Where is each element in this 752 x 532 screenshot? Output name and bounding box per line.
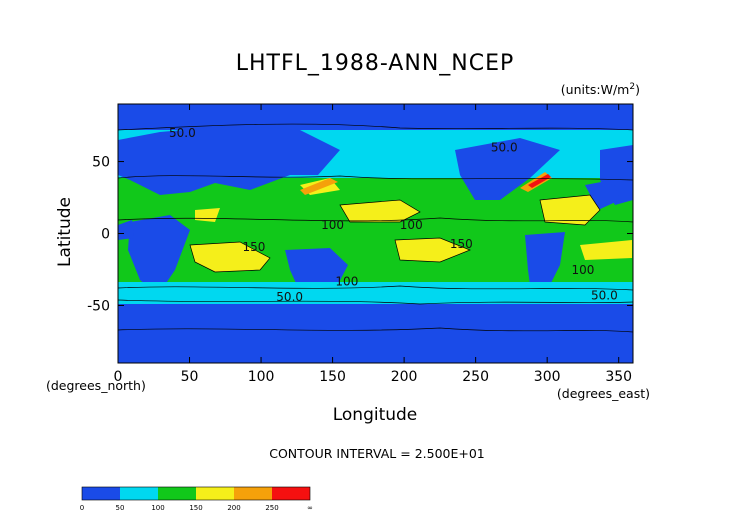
colorbar-label: ∞ [307, 504, 313, 512]
heatmap-field: 50.0 50.0 100 100 150 150 100 100 50.0 50.0 [118, 104, 633, 363]
south-atlantic-high [580, 240, 632, 260]
colorbar-segment [272, 487, 310, 500]
contour-label: 150 [242, 240, 265, 254]
colorbar-label: 250 [265, 504, 278, 512]
colorbar-segment [158, 487, 196, 500]
chart-units: (units:W/m2) [561, 82, 640, 97]
x-tick-label: 150 [319, 369, 346, 385]
colorbar-segment [234, 487, 272, 500]
x-tick-label: 50 [181, 369, 199, 385]
contour-interval: CONTOUR INTERVAL = 2.500E+01 [269, 446, 485, 461]
contour-label: 100 [400, 218, 423, 232]
north-pacific-high [340, 200, 420, 222]
south-pacific-high [395, 238, 470, 262]
colorbar-label: 100 [151, 504, 164, 512]
antarctic-low-region [118, 300, 633, 363]
colorbar-segment [196, 487, 234, 500]
contour-label: 100 [321, 218, 344, 232]
colorbar: 0 50 100 150 200 250 ∞ [80, 486, 313, 512]
x-tick-label: 300 [534, 369, 561, 385]
y-axis-ticks: 50 0 -50 [87, 155, 633, 314]
contour-label: 50.0 [276, 290, 303, 304]
africa-south-low [128, 215, 190, 295]
kuroshio-hotspot [300, 178, 338, 195]
x-axis-label: Longitude [333, 405, 418, 425]
eurasia-africa-low [118, 126, 340, 195]
y-axis-unit: (degrees_north) [46, 378, 146, 393]
north-america-low [455, 138, 560, 200]
contour-label: 100 [571, 263, 594, 277]
x-tick-label: 350 [605, 369, 632, 385]
contour-labels: 50.0 50.0 100 100 150 150 100 100 50.0 50.0 [169, 126, 618, 304]
y-tick-label: 0 [101, 227, 110, 243]
colorbar-label: 150 [189, 504, 202, 512]
contour-label: 50.0 [591, 289, 618, 303]
colorbar-segment [120, 487, 158, 500]
colorbar-label: 0 [80, 504, 84, 512]
x-axis-ticks: 0 50 100 150 200 250 300 350 [114, 104, 632, 385]
colorbar-frame [81, 486, 311, 501]
indian-ocean-high [190, 242, 270, 272]
x-tick-label: 200 [391, 369, 418, 385]
y-tick-label: -50 [87, 298, 110, 314]
x-tick-label: 250 [462, 369, 489, 385]
australia-low [285, 248, 348, 292]
x-axis-unit: (degrees_east) [557, 386, 650, 401]
colorbar-label: 50 [116, 504, 125, 512]
y-axis-label: Latitude [55, 197, 75, 267]
x-tick-label: 0 [114, 369, 123, 385]
contour-label: 100 [335, 274, 358, 288]
chart-title: LHTFL_1988-ANN_NCEP [236, 51, 515, 76]
contour-label: 50.0 [491, 140, 518, 154]
x-tick-label: 100 [248, 369, 275, 385]
y-tick-label: 50 [92, 155, 110, 171]
north-atlantic-high [540, 195, 600, 225]
contour-label: 150 [450, 237, 473, 251]
colorbar-label: 200 [227, 504, 240, 512]
contour-label: 50.0 [169, 126, 196, 140]
colorbar-segment [82, 487, 120, 500]
